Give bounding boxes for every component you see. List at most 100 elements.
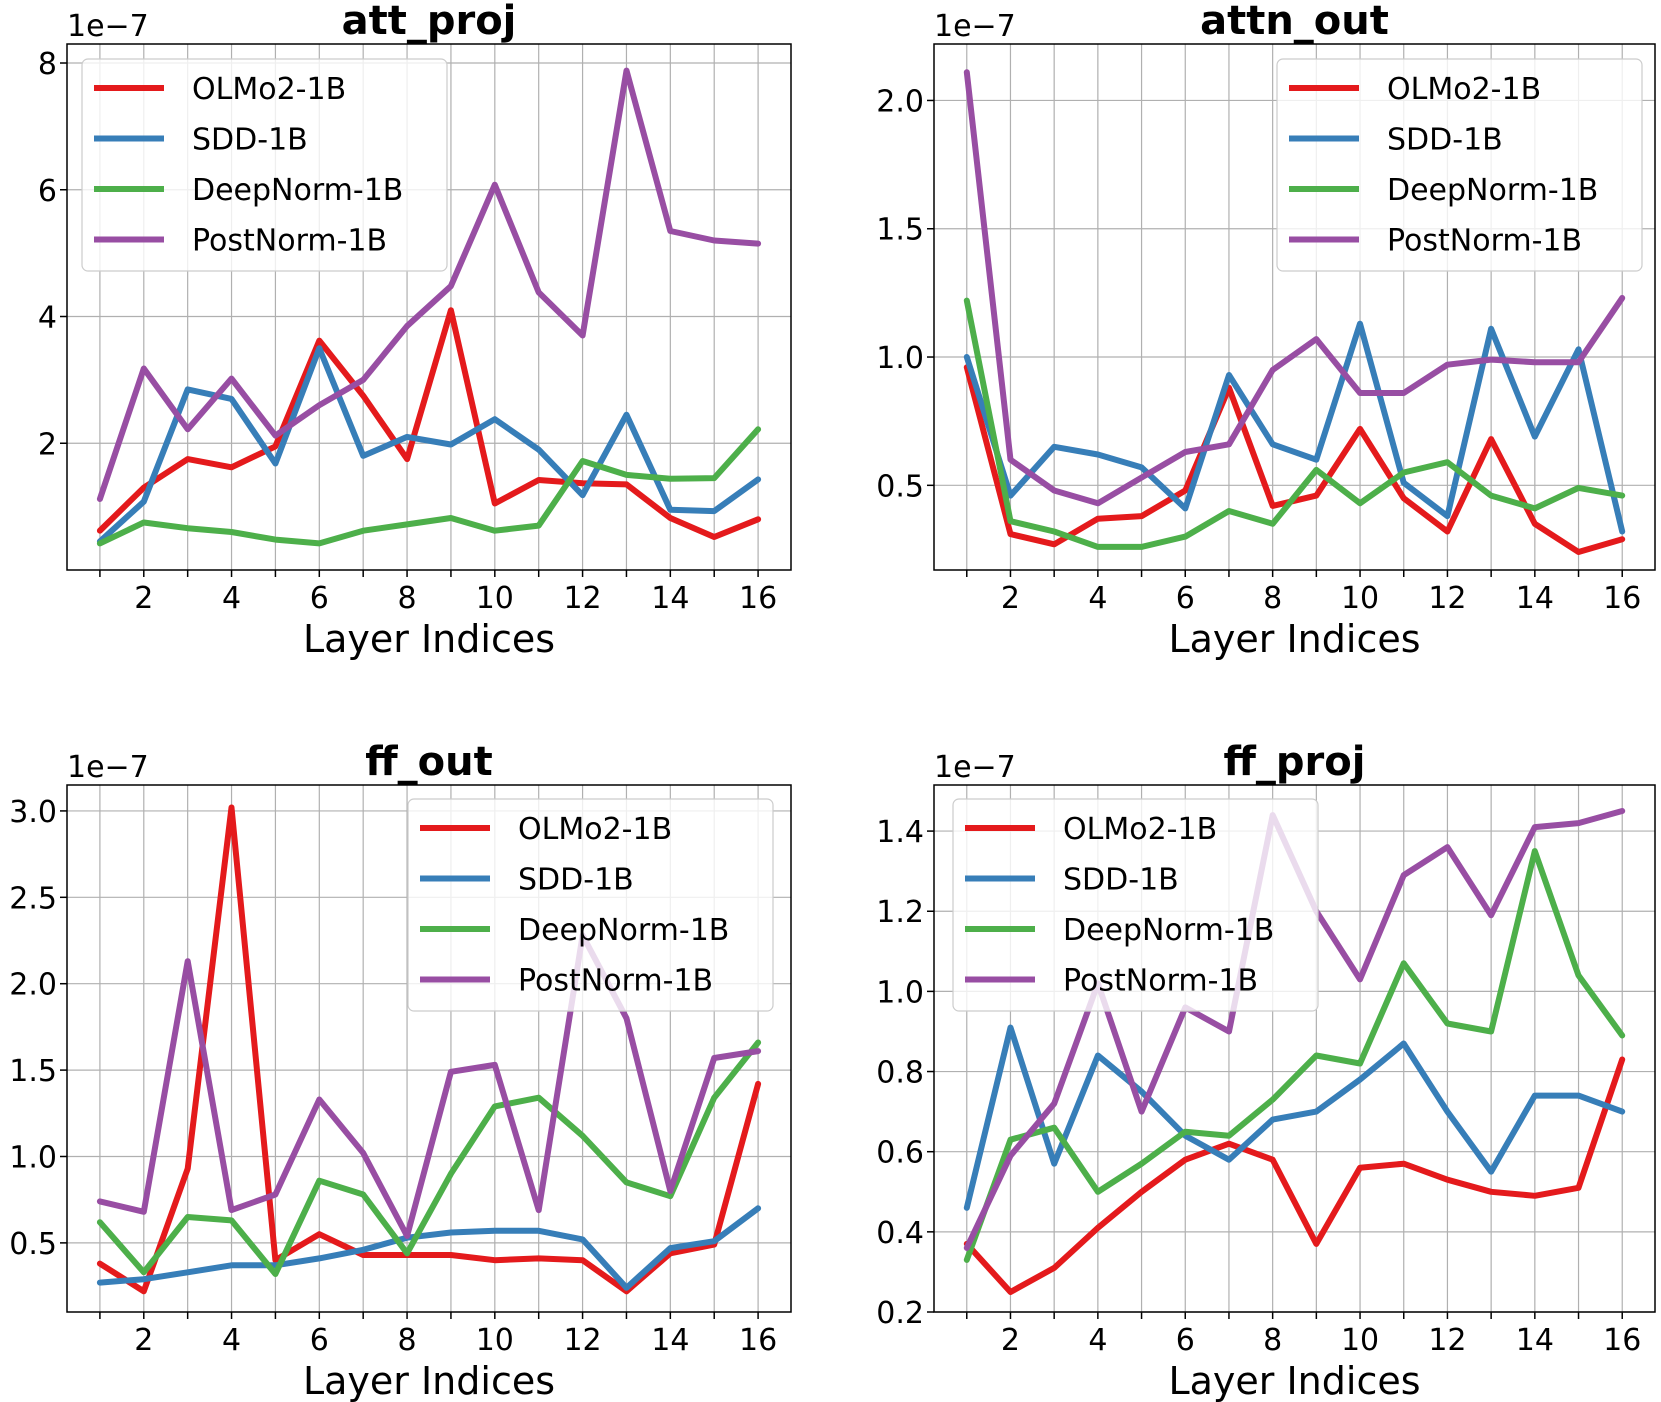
legend-label: OLMo2-1B — [1063, 812, 1217, 847]
legend-label: OLMo2-1B — [192, 72, 346, 107]
chart-title: att_proj — [342, 0, 517, 44]
legend-label: SDD-1B — [192, 123, 308, 158]
chart-panel-1: 2 4 6 8 2 4 6 8 10 12 14 16 att_proj 1e−7 Layer Indice… — [38, 0, 792, 661]
x-tick-label: 8 — [398, 1323, 417, 1358]
series-line-OLMo2-1B — [963, 1056, 1626, 1295]
legend-box — [407, 798, 774, 1012]
legend-label: SDD-1B — [518, 863, 634, 898]
legend: OLMo2-1B SDD-1B DeepNorm-1B PostNorm-1B — [1276, 58, 1643, 272]
x-tick-label: 4 — [222, 581, 241, 616]
chart-title: ff_out — [365, 739, 492, 785]
y-tick-label: 2.0 — [9, 968, 57, 1003]
axis-offset-label: 1e−7 — [934, 9, 1016, 44]
y-tick-label: 1.5 — [9, 1054, 57, 1089]
y-tick-label: 1.5 — [876, 213, 924, 248]
plot-frame — [933, 43, 1656, 571]
x-tick-label: 16 — [739, 1323, 777, 1358]
series-line-OLMo2-1B — [963, 364, 1626, 555]
x-tick-label: 14 — [1516, 581, 1554, 616]
y-tick-label: 8 — [38, 47, 57, 82]
y-tick-label: 1.0 — [9, 1140, 57, 1175]
series-line-OLMo2-1B — [96, 307, 762, 540]
axis-offset-label: 1e−7 — [67, 9, 149, 44]
x-tick-label: 10 — [476, 1323, 514, 1358]
series-line-SDD-1B — [963, 320, 1626, 535]
legend-label: PostNorm-1B — [518, 964, 713, 999]
x-tick-label: 2 — [1001, 581, 1020, 616]
series-line-DeepNorm-1B — [963, 848, 1626, 1263]
y-tick-label: 0.5 — [9, 1227, 57, 1262]
x-tick-label: 16 — [739, 581, 777, 616]
x-tick-label: 2 — [134, 581, 153, 616]
x-tick-label: 2 — [1001, 1323, 1020, 1358]
x-axis-label: Layer Indices — [303, 1359, 555, 1402]
legend-label: PostNorm-1B — [1387, 224, 1582, 259]
x-tick-label: 4 — [222, 1323, 241, 1358]
x-axis-label: Layer Indices — [303, 617, 555, 661]
series-line-OLMo2-1B — [96, 804, 762, 1295]
y-tick-label: 0.6 — [876, 1136, 924, 1171]
x-tick-label: 8 — [1263, 1323, 1282, 1358]
x-tick-label: 14 — [651, 1323, 689, 1358]
legend-label: OLMo2-1B — [1387, 72, 1541, 107]
series-line-SDD-1B — [963, 1024, 1626, 1211]
chart-panel-2: 0.5 1.0 1.5 2.0 2 4 6 8 10 12 14 16 attn_out 1e−7 Laye… — [876, 0, 1656, 661]
legend-label: DeepNorm-1B — [1063, 913, 1274, 948]
x-tick-label: 8 — [398, 581, 417, 616]
plot-frame — [933, 784, 1656, 1313]
y-tick-label: 0.8 — [876, 1056, 924, 1091]
series-line-DeepNorm-1B — [96, 426, 762, 547]
x-tick-label: 12 — [563, 1323, 601, 1358]
x-tick-label: 6 — [310, 1323, 329, 1358]
x-tick-label: 4 — [1088, 1323, 1107, 1358]
x-tick-label: 6 — [1176, 581, 1195, 616]
y-tick-label: 3.0 — [9, 795, 57, 830]
y-tick-label: 0.5 — [876, 469, 924, 504]
y-tick-label: 2 — [38, 427, 57, 462]
x-axis-label: Layer Indices — [1168, 1359, 1420, 1402]
y-tick-label: 0.2 — [876, 1296, 924, 1331]
x-tick-label: 6 — [310, 581, 329, 616]
plot-frame — [66, 43, 792, 571]
y-tick-label: 1.0 — [876, 975, 924, 1010]
legend-label: DeepNorm-1B — [1387, 173, 1598, 208]
legend-label: DeepNorm-1B — [518, 913, 729, 948]
x-tick-label: 16 — [1603, 581, 1641, 616]
series-line-DeepNorm-1B — [96, 1039, 762, 1277]
x-tick-label: 12 — [1428, 1323, 1466, 1358]
legend-label: OLMo2-1B — [518, 812, 672, 847]
legend-label: DeepNorm-1B — [192, 173, 403, 208]
plot-frame — [66, 784, 792, 1313]
y-tick-label: 2.0 — [876, 84, 924, 119]
legend-label: SDD-1B — [1063, 863, 1179, 898]
y-tick-label: 2.5 — [9, 881, 57, 916]
legend-box — [952, 798, 1319, 1012]
chart-title: attn_out — [1200, 0, 1389, 44]
chart-panel-3: 0.5 1.0 1.5 2.0 2.5 3.0 2 4 6 8 10 12 14 16 ff_out 1e−7… — [9, 739, 792, 1402]
legend-label: PostNorm-1B — [1063, 964, 1258, 999]
x-axis-label: Layer Indices — [1168, 617, 1420, 661]
series-line-DeepNorm-1B — [963, 297, 1626, 550]
series-line-PostNorm-1B — [96, 67, 762, 502]
x-tick-label: 10 — [476, 581, 514, 616]
x-tick-label: 2 — [134, 1323, 153, 1358]
chart-title: ff_proj — [1224, 739, 1366, 785]
y-tick-label: 1.0 — [876, 341, 924, 376]
x-tick-label: 12 — [1428, 581, 1466, 616]
series-line-PostNorm-1B — [963, 69, 1626, 507]
x-tick-label: 10 — [1341, 1323, 1379, 1358]
x-tick-label: 14 — [651, 581, 689, 616]
x-tick-label: 8 — [1263, 581, 1282, 616]
legend-label: PostNorm-1B — [192, 224, 387, 259]
x-tick-label: 4 — [1088, 581, 1107, 616]
axis-offset-label: 1e−7 — [67, 750, 149, 785]
legend: OLMo2-1B SDD-1B DeepNorm-1B PostNorm-1B — [952, 798, 1319, 1012]
y-tick-label: 1.2 — [876, 895, 924, 930]
x-tick-label: 14 — [1516, 1323, 1554, 1358]
y-tick-label: 4 — [38, 301, 57, 336]
axis-offset-label: 1e−7 — [934, 750, 1016, 785]
series-line-SDD-1B — [96, 1205, 762, 1291]
y-tick-label: 1.4 — [876, 815, 924, 850]
series-line-PostNorm-1B — [96, 932, 762, 1239]
